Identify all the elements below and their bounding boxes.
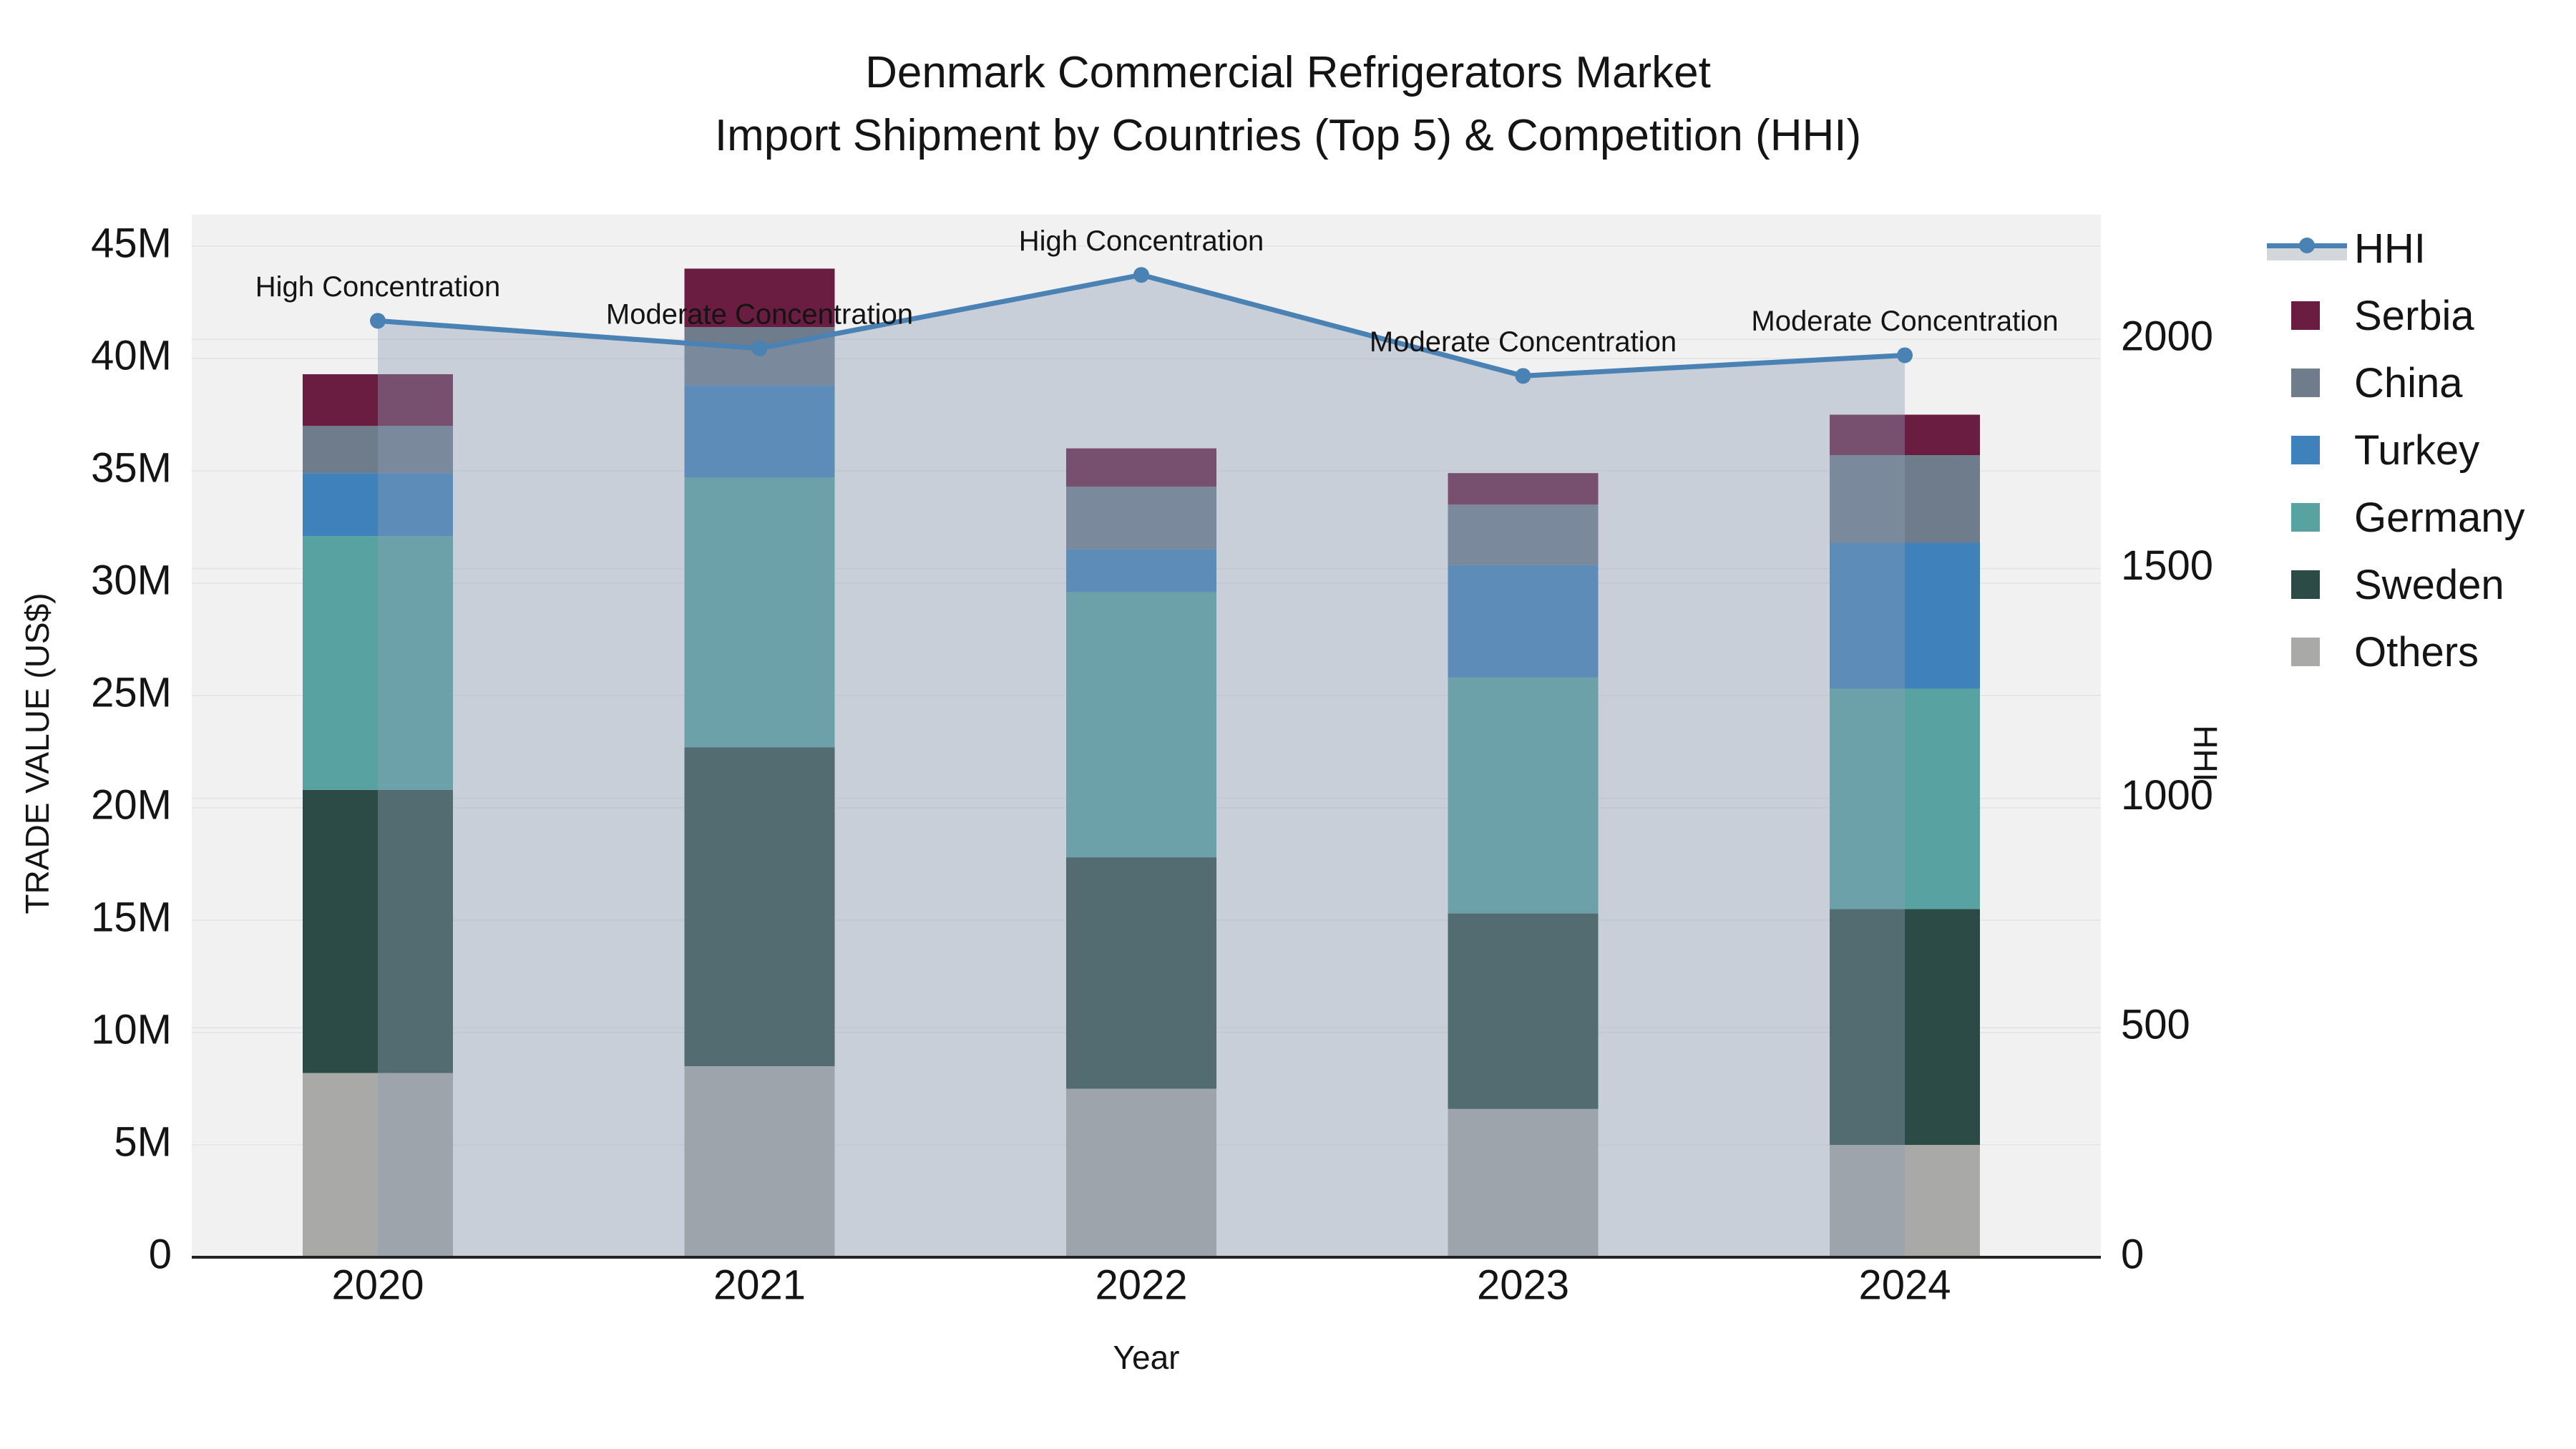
left-axis-title: TRADE VALUE (US$) [19, 592, 56, 914]
legend-label-turkey: Turkey [2354, 426, 2480, 474]
color-swatch-icon-sweden [2267, 564, 2347, 605]
bar-segment-others-2020 [303, 1073, 453, 1257]
legend-label-others: Others [2354, 628, 2479, 675]
bar-segment-china-2024 [1830, 455, 1980, 543]
annotation-2020: High Concentration [255, 271, 500, 303]
y-left-tick-label-45M: 45M [91, 220, 172, 266]
hhi-marker-2020 [370, 313, 386, 329]
y-left-tick-label-25M: 25M [91, 669, 172, 716]
bar-segment-china-2023 [1448, 504, 1599, 565]
legend-label-china: China [2354, 359, 2463, 406]
hhi-area [378, 275, 1905, 1258]
bar-segment-sweden-2020 [303, 789, 453, 1073]
annotation-2022: High Concentration [1019, 225, 1264, 257]
annotation-2021: Moderate Concentration [606, 298, 913, 330]
y-right-tick-label-0: 0 [2121, 1231, 2144, 1277]
x-axis-title: Year [1113, 1339, 1180, 1376]
color-swatch-icon-serbia [2267, 295, 2347, 336]
bar-segment-serbia-2020 [303, 374, 453, 426]
color-swatch-icon-turkey [2267, 429, 2347, 471]
y-right-tick-label-1000: 1000 [2121, 772, 2213, 819]
color-swatch-icon-germany [2267, 497, 2347, 538]
legend-item-germany[interactable]: Germany [2267, 494, 2525, 541]
legend-label-serbia: Serbia [2354, 292, 2474, 339]
legend-item-others[interactable]: Others [2267, 628, 2525, 675]
bar-segment-germany-2023 [1448, 677, 1599, 914]
bar-segment-others-2021 [684, 1066, 835, 1257]
hhi-marker-2024 [1897, 347, 1913, 364]
y-left-tick-label-35M: 35M [91, 444, 172, 491]
bar-segment-sweden-2023 [1448, 913, 1599, 1109]
bar-segment-germany-2024 [1830, 688, 1980, 909]
legend-item-turkey[interactable]: Turkey [2267, 426, 2525, 474]
bar-segment-turkey-2024 [1830, 542, 1980, 689]
bar-segment-turkey-2020 [303, 473, 453, 537]
chart-title: Denmark Commercial Refrigerators Market … [0, 42, 2576, 167]
bar-segment-china-2022 [1066, 486, 1216, 550]
color-swatch-icon-others [2267, 631, 2347, 673]
x-tick-label-2024: 2024 [1858, 1262, 1951, 1308]
bar-segment-serbia-2022 [1066, 448, 1216, 487]
x-tick-label-2022: 2022 [1095, 1262, 1187, 1308]
chart-title-line2: Import Shipment by Countries (Top 5) & C… [714, 111, 1862, 160]
legend-label-sweden: Sweden [2354, 561, 2504, 608]
bar-segment-serbia-2021 [684, 268, 835, 328]
y-right-tick-label-500: 500 [2121, 1002, 2190, 1048]
hhi-marker-2023 [1515, 368, 1531, 384]
bar-segment-germany-2022 [1066, 592, 1216, 858]
annotation-2023: Moderate Concentration [1370, 326, 1677, 358]
bar-segment-turkey-2021 [684, 385, 835, 478]
legend-item-sweden[interactable]: Sweden [2267, 562, 2525, 608]
bar-segment-sweden-2022 [1066, 857, 1216, 1089]
hhi-marker-2021 [751, 340, 768, 356]
legend-label-hhi: HHI [2354, 225, 2426, 272]
bar-segment-serbia-2024 [1830, 414, 1980, 456]
bar-segment-germany-2021 [684, 477, 835, 748]
y-left-tick-label-5M: 5M [114, 1118, 172, 1165]
bar-segment-others-2024 [1830, 1145, 1980, 1257]
legend-item-hhi[interactable]: HHI [2267, 225, 2525, 272]
x-tick-label-2021: 2021 [713, 1262, 806, 1308]
x-tick-label-2020: 2020 [331, 1262, 424, 1308]
bar-segment-serbia-2023 [1448, 473, 1599, 505]
bar-segment-china-2020 [303, 426, 453, 474]
legend-item-china[interactable]: China [2267, 359, 2525, 406]
x-tick-label-2023: 2023 [1477, 1262, 1569, 1308]
chart-title-line1: Denmark Commercial Refrigerators Market [865, 48, 1711, 97]
color-swatch-icon-china [2267, 362, 2347, 404]
y-right-tick-label-1500: 1500 [2121, 542, 2213, 589]
bar-segment-others-2022 [1066, 1088, 1216, 1257]
bar-segment-turkey-2023 [1448, 565, 1599, 678]
y-left-tick-label-20M: 20M [91, 781, 172, 828]
y-left-tick-label-0: 0 [149, 1231, 172, 1277]
y-left-tick-label-15M: 15M [91, 894, 172, 940]
bar-segment-germany-2020 [303, 536, 453, 790]
y-left-tick-label-30M: 30M [91, 557, 172, 603]
bar-segment-sweden-2024 [1830, 909, 1980, 1145]
legend: HHI Serbia China Turkey Germany Sweden Others [2267, 225, 2525, 698]
y-left-tick-label-10M: 10M [91, 1006, 172, 1053]
y-right-tick-label-2000: 2000 [2121, 313, 2213, 359]
hhi-line-swatch-icon [2267, 228, 2347, 269]
legend-label-germany: Germany [2354, 494, 2525, 541]
y-left-tick-label-40M: 40M [91, 332, 172, 379]
bar-segment-others-2023 [1448, 1108, 1599, 1257]
bar-segment-turkey-2022 [1066, 549, 1216, 592]
legend-item-serbia[interactable]: Serbia [2267, 293, 2525, 339]
annotation-2024: Moderate Concentration [1751, 306, 2058, 337]
right-axis-title: HHI [2187, 725, 2224, 782]
bar-segment-sweden-2021 [684, 747, 835, 1067]
hhi-marker-2022 [1133, 267, 1149, 283]
